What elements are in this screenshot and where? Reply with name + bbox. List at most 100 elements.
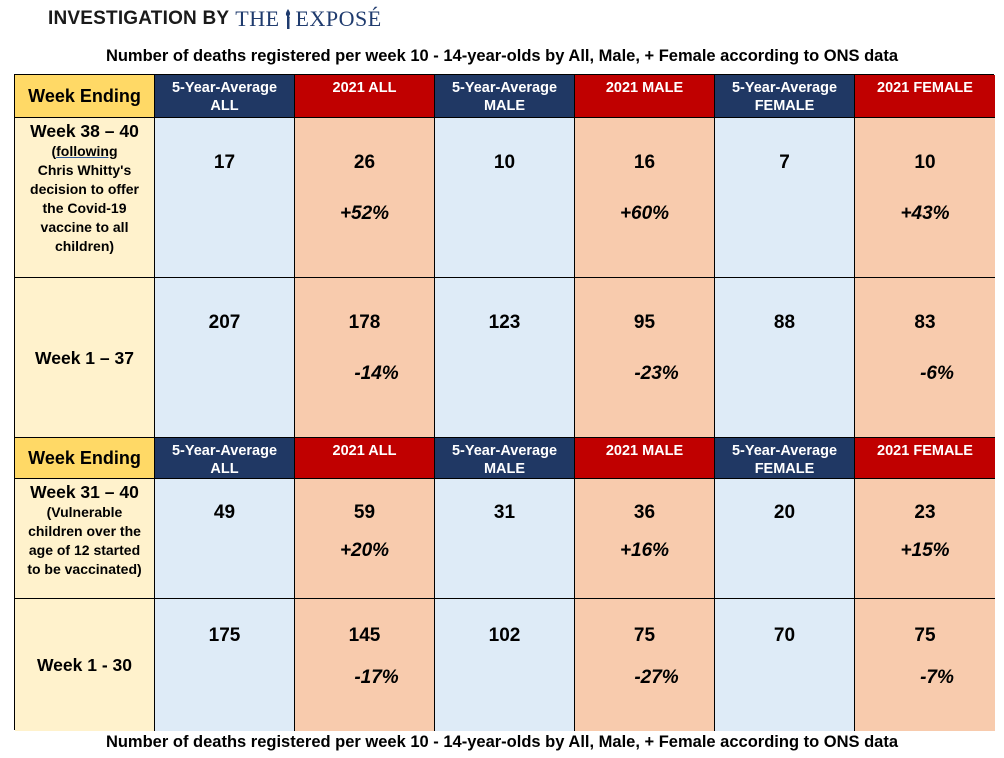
value: 75 <box>914 624 936 646</box>
percent-change: -17% <box>354 667 399 689</box>
percent-change: -7% <box>920 667 954 689</box>
data-cell-table1-1-1: 178 -14% <box>295 278 435 438</box>
column-header-text: 2021 FEMALE <box>877 79 973 97</box>
column-header-bottom-2: 5-Year-Average MALE <box>435 438 575 479</box>
data-cell-table2-0-2: 31 <box>435 479 575 599</box>
caption-bottom: Number of deaths registered per week 10 … <box>105 733 899 751</box>
column-header-text: 5-Year-Average ALL <box>172 79 277 115</box>
data-cell-table2-1-5: 75 -7% <box>855 599 995 731</box>
data-cell-table2-1-0: 175 <box>155 599 295 731</box>
value: 10 <box>914 151 936 173</box>
column-header-top-1: 2021 ALL <box>295 75 435 118</box>
data-cell-table2-0-5: 23 +15% <box>855 479 995 599</box>
brand-prefix: INVESTIGATION BY <box>48 8 230 29</box>
column-header-line2: ALL <box>210 98 239 114</box>
column-header-top-3: 2021 MALE <box>575 75 715 118</box>
value: 16 <box>633 151 656 173</box>
value: 102 <box>488 624 521 646</box>
row-label-table2-0: Week 31 – 40 (Vulnerable children over th… <box>15 479 155 599</box>
value: 20 <box>773 501 796 523</box>
row-label-main: Week 31 – 40 <box>30 482 139 502</box>
percent-change: -6% <box>920 363 954 384</box>
deaths-table: Week Ending 5-Year-Average ALL 2021 ALL 5-Ye… <box>14 74 995 731</box>
data-cell-table1-1-2: 123 <box>435 278 575 438</box>
column-header-line1: 5-Year-Average <box>171 443 278 459</box>
value: 7 <box>779 151 790 173</box>
data-cell-table1-1-5: 83 -6% <box>855 278 995 438</box>
column-header-text: 2021 MALE <box>606 79 683 97</box>
column-header-line2: FEMALE <box>754 98 815 114</box>
row-label-main: Week 1 - 30 <box>36 655 132 675</box>
data-cell-table1-1-3: 95 -23% <box>575 278 715 438</box>
column-header-bottom-3: 2021 MALE <box>575 438 715 479</box>
value: 49 <box>213 501 236 523</box>
column-header-line1: 2021 MALE <box>605 80 684 96</box>
value: 83 <box>914 311 936 333</box>
column-header-line1: 5-Year-Average <box>451 443 558 459</box>
column-header-text: 2021 MALE <box>606 442 683 460</box>
column-header-text: 2021 ALL <box>333 442 397 460</box>
column-header-top-0: 5-Year-Average ALL <box>155 75 295 118</box>
percent-change: +15% <box>900 540 950 561</box>
column-header-text: 5-Year-Average FEMALE <box>732 442 837 478</box>
column-header-text: 2021 ALL <box>333 79 397 97</box>
data-cell-table1-1-4: 88 <box>715 278 855 438</box>
column-header-line1: 2021 ALL <box>332 443 397 459</box>
caption-top: Number of deaths registered per week 10 … <box>105 47 899 65</box>
column-header-line1: 5-Year-Average <box>731 80 838 96</box>
value: 59 <box>353 501 376 523</box>
data-cell-table2-1-4: 70 <box>715 599 855 731</box>
value: 123 <box>488 311 521 333</box>
percent-change: -27% <box>634 667 679 689</box>
value: 70 <box>773 624 796 646</box>
value: 17 <box>213 151 236 173</box>
week-ending-header-bottom: Week Ending <box>15 438 155 479</box>
column-header-text: 2021 FEMALE <box>877 442 973 460</box>
column-header-line1: 5-Year-Average <box>731 443 838 459</box>
data-cell-table2-0-0: 49 <box>155 479 295 599</box>
value: 10 <box>493 151 516 173</box>
value: 26 <box>353 151 376 173</box>
value: 178 <box>348 311 381 333</box>
data-cell-table1-1-0: 207 <box>155 278 295 438</box>
row-label-main: Week 1 – 37 <box>35 347 134 368</box>
column-header-line1: 2021 FEMALE <box>877 443 973 459</box>
value: 88 <box>773 311 796 333</box>
brand-name-part2: EXPOSÉ <box>295 6 382 31</box>
row-label-sub-open: ( <box>51 143 57 159</box>
value: 95 <box>633 311 656 333</box>
data-cell-table1-0-0: 17 <box>155 118 295 278</box>
data-cell-table2-1-2: 102 <box>435 599 575 731</box>
data-cell-table1-0-4: 7 <box>715 118 855 278</box>
data-cell-table1-0-1: 26 +52% <box>295 118 435 278</box>
column-header-line2: MALE <box>483 461 526 477</box>
data-cell-table2-0-3: 36 +16% <box>575 479 715 599</box>
column-header-bottom-5: 2021 FEMALE <box>855 438 995 479</box>
row-label-sub-link: following <box>56 143 118 159</box>
value: 207 <box>208 311 241 333</box>
column-header-line1: 2021 ALL <box>332 80 397 96</box>
column-header-top-5: 2021 FEMALE <box>855 75 995 118</box>
data-cell-table1-0-3: 16 +60% <box>575 118 715 278</box>
data-cell-table2-0-1: 59 +20% <box>295 479 435 599</box>
percent-change: +52% <box>339 203 390 224</box>
column-header-line1: 5-Year-Average <box>171 80 278 96</box>
percent-change: +60% <box>619 203 670 224</box>
data-cell-table2-1-3: 75 -27% <box>575 599 715 731</box>
row-label-sub: (following Chris Whitty's decision to off… <box>15 142 154 256</box>
percent-change: +43% <box>900 203 950 224</box>
row-label-main: Week 38 – 40 <box>30 121 139 141</box>
column-header-line2: ALL <box>210 461 239 477</box>
row-label-table2-1: Week 1 - 30 <box>15 599 155 731</box>
column-header-bottom-1: 2021 ALL <box>295 438 435 479</box>
value: 23 <box>914 501 936 523</box>
value: 75 <box>633 624 656 646</box>
row-label-table1-1: Week 1 – 37 <box>15 278 155 438</box>
column-header-text: 5-Year-Average FEMALE <box>732 79 837 115</box>
column-header-line2: MALE <box>483 98 526 114</box>
column-header-top-2: 5-Year-Average MALE <box>435 75 575 118</box>
column-header-line1: 5-Year-Average <box>451 80 558 96</box>
data-cell-table1-0-2: 10 <box>435 118 575 278</box>
data-cell-table1-0-5: 10 +43% <box>855 118 995 278</box>
column-header-bottom-0: 5-Year-Average ALL <box>155 438 295 479</box>
